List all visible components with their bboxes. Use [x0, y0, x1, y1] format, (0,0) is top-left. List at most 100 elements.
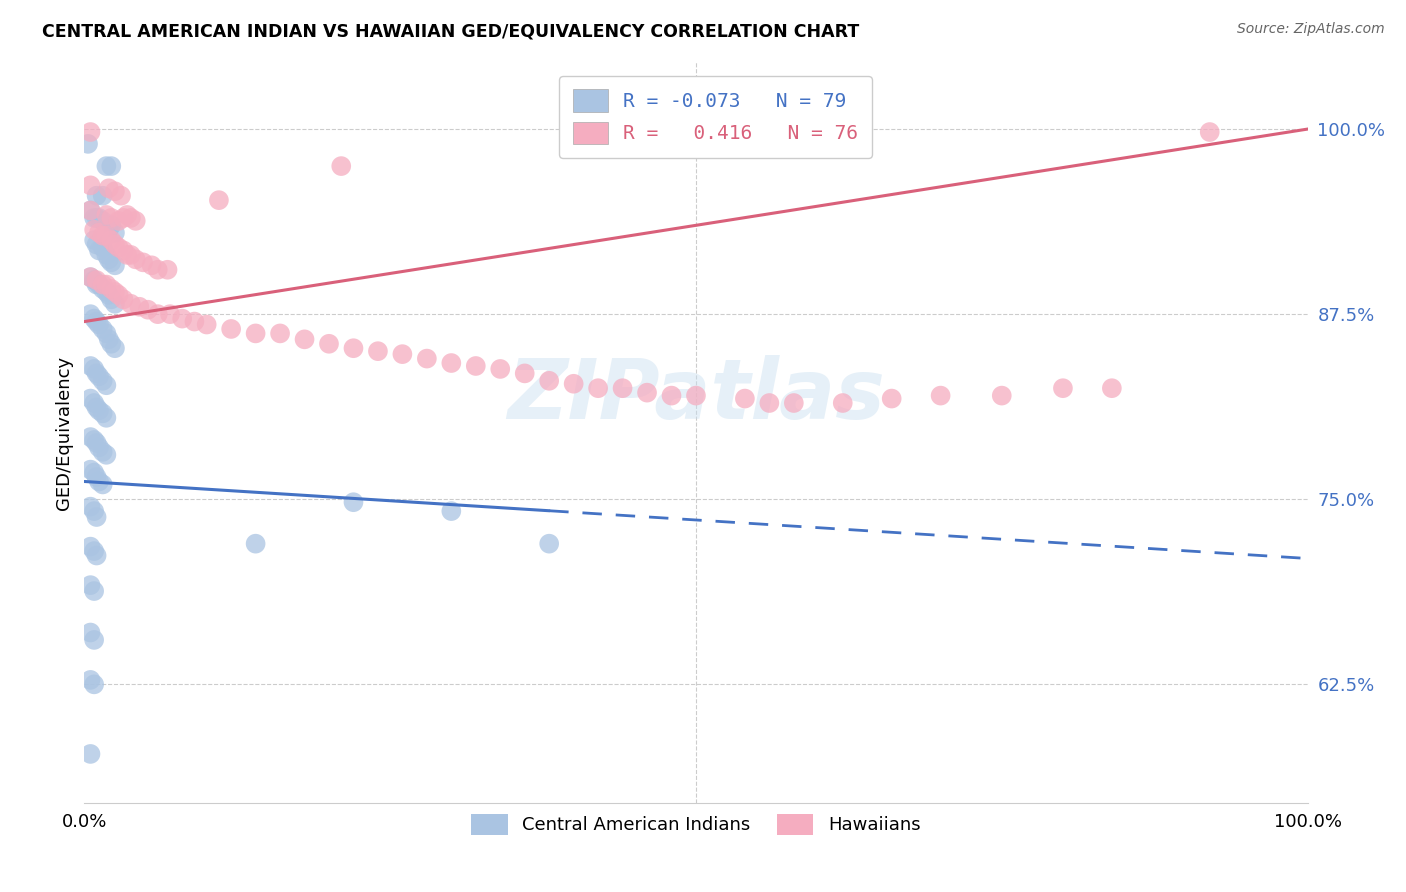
- Point: [91, 277, 114, 292]
- Point: [91, 214, 114, 228]
- Point: [128, 300, 150, 314]
- Point: [112, 244, 135, 258]
- Point: [120, 248, 142, 262]
- Point: [100, 233, 122, 247]
- Point: [86, 273, 108, 287]
- Point: [104, 184, 127, 198]
- Point: [734, 392, 756, 406]
- Point: [87, 244, 110, 258]
- Point: [636, 385, 658, 400]
- Point: [79, 178, 101, 193]
- Point: [489, 362, 512, 376]
- Point: [86, 470, 108, 484]
- Point: [104, 237, 127, 252]
- Point: [1101, 381, 1123, 395]
- Point: [100, 255, 122, 269]
- Point: [87, 369, 110, 384]
- Text: Source: ZipAtlas.com: Source: ZipAtlas.com: [1237, 22, 1385, 37]
- Point: [86, 367, 108, 381]
- Point: [112, 293, 135, 307]
- Point: [83, 396, 105, 410]
- Point: [96, 448, 118, 462]
- Point: [91, 406, 114, 420]
- Point: [245, 537, 267, 551]
- Point: [586, 381, 609, 395]
- Point: [79, 270, 101, 285]
- Point: [120, 297, 142, 311]
- Point: [97, 288, 120, 302]
- Point: [97, 252, 120, 267]
- Point: [107, 214, 129, 228]
- Point: [880, 392, 903, 406]
- Point: [83, 632, 105, 647]
- Point: [929, 389, 952, 403]
- Point: [87, 226, 110, 240]
- Point: [83, 273, 105, 287]
- Point: [538, 374, 561, 388]
- Point: [91, 188, 114, 202]
- Point: [96, 378, 118, 392]
- Point: [77, 136, 100, 151]
- Point: [87, 318, 110, 332]
- Point: [342, 341, 364, 355]
- Point: [416, 351, 439, 366]
- Point: [79, 747, 101, 761]
- Point: [79, 203, 101, 218]
- Point: [91, 322, 114, 336]
- Point: [79, 673, 101, 687]
- Point: [146, 307, 169, 321]
- Point: [342, 495, 364, 509]
- Point: [440, 504, 463, 518]
- Point: [83, 311, 105, 326]
- Point: [112, 211, 135, 225]
- Point: [159, 307, 181, 321]
- Point: [91, 374, 114, 388]
- Point: [330, 159, 353, 173]
- Point: [172, 311, 194, 326]
- Point: [97, 332, 120, 346]
- Point: [107, 288, 129, 302]
- Point: [97, 181, 120, 195]
- Point: [831, 396, 853, 410]
- Point: [132, 255, 155, 269]
- Point: [1052, 381, 1074, 395]
- Point: [125, 252, 148, 267]
- Point: [100, 219, 122, 233]
- Point: [115, 248, 138, 262]
- Point: [79, 430, 101, 444]
- Point: [183, 314, 205, 328]
- Point: [86, 314, 108, 328]
- Point: [100, 282, 122, 296]
- Point: [440, 356, 463, 370]
- Point: [391, 347, 413, 361]
- Point: [612, 381, 634, 395]
- Text: CENTRAL AMERICAN INDIAN VS HAWAIIAN GED/EQUIVALENCY CORRELATION CHART: CENTRAL AMERICAN INDIAN VS HAWAIIAN GED/…: [42, 22, 859, 40]
- Point: [86, 549, 108, 563]
- Point: [79, 625, 101, 640]
- Point: [86, 211, 108, 225]
- Point: [83, 362, 105, 376]
- Point: [96, 228, 118, 243]
- Point: [79, 203, 101, 218]
- Point: [562, 376, 585, 391]
- Point: [538, 537, 561, 551]
- Point: [100, 293, 122, 307]
- Point: [136, 302, 159, 317]
- Point: [96, 159, 118, 173]
- Point: [83, 584, 105, 599]
- Point: [79, 578, 101, 592]
- Point: [513, 367, 536, 381]
- Point: [83, 211, 105, 225]
- Legend: Central American Indians, Hawaiians: Central American Indians, Hawaiians: [464, 806, 928, 842]
- Point: [79, 359, 101, 373]
- Point: [96, 248, 118, 262]
- Point: [783, 396, 806, 410]
- Point: [1198, 125, 1220, 139]
- Point: [146, 262, 169, 277]
- Point: [83, 223, 105, 237]
- Point: [79, 270, 101, 285]
- Point: [91, 445, 114, 459]
- Point: [318, 336, 340, 351]
- Point: [83, 433, 105, 447]
- Point: [87, 441, 110, 455]
